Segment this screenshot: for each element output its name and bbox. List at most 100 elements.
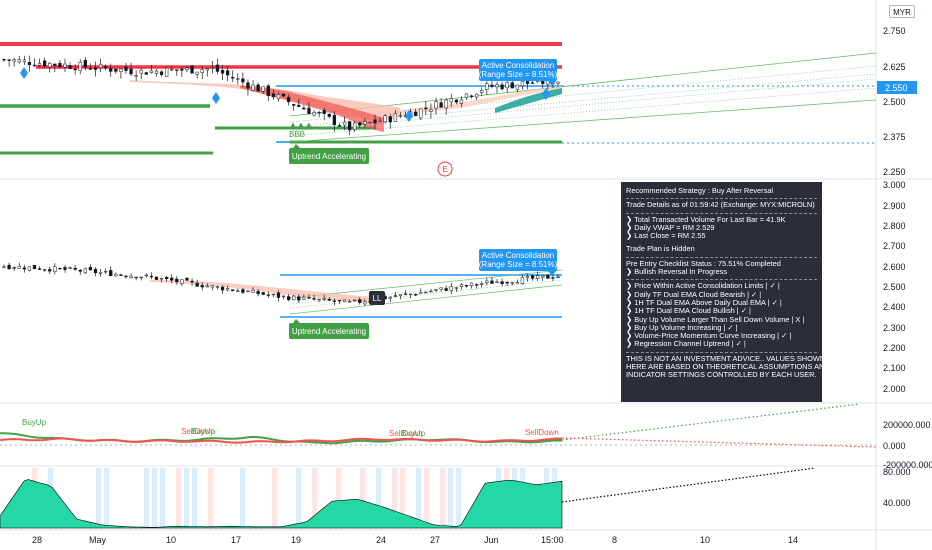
candle-body <box>139 69 143 74</box>
checklist-item: ❯ Volume-Price Momentum Curve Increasing… <box>626 331 792 341</box>
hist-tick: 40.000 <box>883 498 911 508</box>
candle-body <box>129 275 133 279</box>
buyup-projection <box>561 403 861 441</box>
candle-body <box>88 68 93 70</box>
time-tick: 10 <box>700 535 710 545</box>
candle-body <box>459 284 464 287</box>
current-price: 2.550 <box>885 83 908 93</box>
active-consolidation-label: Active Consolidation (Range Size = 8.51%… <box>479 59 558 86</box>
candle-body <box>114 68 118 72</box>
candle-body <box>485 280 489 283</box>
candle-body <box>276 292 281 298</box>
histogram-stripe <box>424 468 429 528</box>
candle-body <box>93 67 98 70</box>
candle-body <box>185 277 189 281</box>
candle-body <box>78 61 82 72</box>
candle-body <box>231 77 235 79</box>
checklist-status-section: Pre Entry Checklist Status : 75.51% Comp… <box>626 258 817 281</box>
candle-body <box>546 274 550 279</box>
disclaimer-section: THIS IS NOT AN INVESTMENT ADVICE.. VALUE… <box>626 353 822 383</box>
detail-row: ❯ Total Transacted Volume For Last Bar =… <box>626 214 786 224</box>
disclaimer-text: THIS IS NOT AN INVESTMENT ADVICE.. VALUE… <box>626 353 822 363</box>
histogram-stripe <box>448 468 453 528</box>
time-tick: 8 <box>612 535 617 545</box>
candle-body <box>469 95 474 97</box>
candle-body <box>2 266 6 268</box>
candle-body <box>292 104 296 106</box>
candle-body <box>373 119 377 124</box>
currency-button[interactable]: MYR <box>889 5 915 18</box>
candle-body <box>261 292 265 295</box>
candle-body <box>520 81 525 87</box>
histogram-stripe <box>312 468 317 528</box>
candle-body <box>134 75 138 77</box>
histogram-stripe <box>184 468 189 528</box>
candle-body <box>175 69 179 71</box>
histogram-stripe <box>152 468 157 528</box>
candle-body <box>58 267 62 270</box>
uptrend-accelerating-label: Uptrend Accelerating <box>289 319 369 339</box>
candle-body <box>347 121 352 131</box>
candle-body <box>464 285 469 287</box>
candle-body <box>104 271 108 273</box>
price-tick: 2.600 <box>883 262 906 272</box>
histogram-stripe <box>96 468 101 528</box>
ema-cloud-bearish-strong <box>240 86 384 132</box>
candle-body <box>414 111 418 117</box>
label-text: Uptrend Accelerating <box>292 327 366 336</box>
time-tick: Jun <box>484 535 499 545</box>
candle-body <box>434 289 438 291</box>
time-axis: 28 May 10 17 19 24 27 Jun 15:00 8 10 14 <box>32 535 798 545</box>
details-section: ❯ Total Transacted Volume For Last Bar =… <box>626 214 817 258</box>
candle-body <box>302 107 306 110</box>
candle-body <box>439 287 443 290</box>
candle-body <box>464 93 469 98</box>
candle-body <box>322 298 326 300</box>
candle-body <box>256 84 260 92</box>
trade-plan-text: Trade Plan is Hidden <box>626 244 695 254</box>
candle-body <box>297 104 301 107</box>
candle-body <box>180 68 184 71</box>
price-tick: 2.800 <box>883 221 906 231</box>
candle-body <box>164 276 169 279</box>
candle-body <box>312 112 316 116</box>
signal-label: SellDown <box>525 428 559 437</box>
candle-body <box>210 67 215 69</box>
candle-body <box>266 85 270 97</box>
disclaimer-text: INDICATOR SETTINGS CONTROLLED BY EACH US… <box>626 370 817 380</box>
candle-body <box>139 276 143 279</box>
candle-body <box>510 282 514 284</box>
candle-body <box>98 63 103 68</box>
candle-body <box>109 68 113 72</box>
candle-body <box>180 279 184 284</box>
candle-body <box>520 277 525 285</box>
candle-body <box>68 267 72 269</box>
candle-body <box>515 84 519 90</box>
time-tick: 17 <box>231 535 241 545</box>
candle-body <box>241 78 245 83</box>
secondary-price-panel: LL Active Consolidation (Range Size = 8.… <box>2 180 906 394</box>
candle-body <box>424 107 428 110</box>
candle-body <box>332 300 337 302</box>
candle-body <box>276 94 281 99</box>
candle-body <box>261 86 265 92</box>
candle-body <box>195 71 199 75</box>
candle-body <box>459 99 464 104</box>
candle-body <box>7 264 11 270</box>
candle-body <box>48 62 52 68</box>
candle-body <box>83 268 87 274</box>
candle-body <box>195 282 199 287</box>
candle-body <box>98 271 103 274</box>
candle-body <box>231 289 235 291</box>
candle-body <box>159 71 164 75</box>
histogram-stripe <box>240 468 245 528</box>
histogram-stripe <box>416 468 421 528</box>
earnings-marker[interactable]: E <box>437 161 453 177</box>
candle-body <box>286 97 291 103</box>
candle-body <box>271 93 276 98</box>
signal-label: BuyUp <box>401 429 426 438</box>
price-tick: 2.000 <box>883 384 906 394</box>
candle-body <box>429 109 433 112</box>
price-tick: 2.900 <box>883 201 906 211</box>
signal-label: BuyUp <box>22 418 47 427</box>
